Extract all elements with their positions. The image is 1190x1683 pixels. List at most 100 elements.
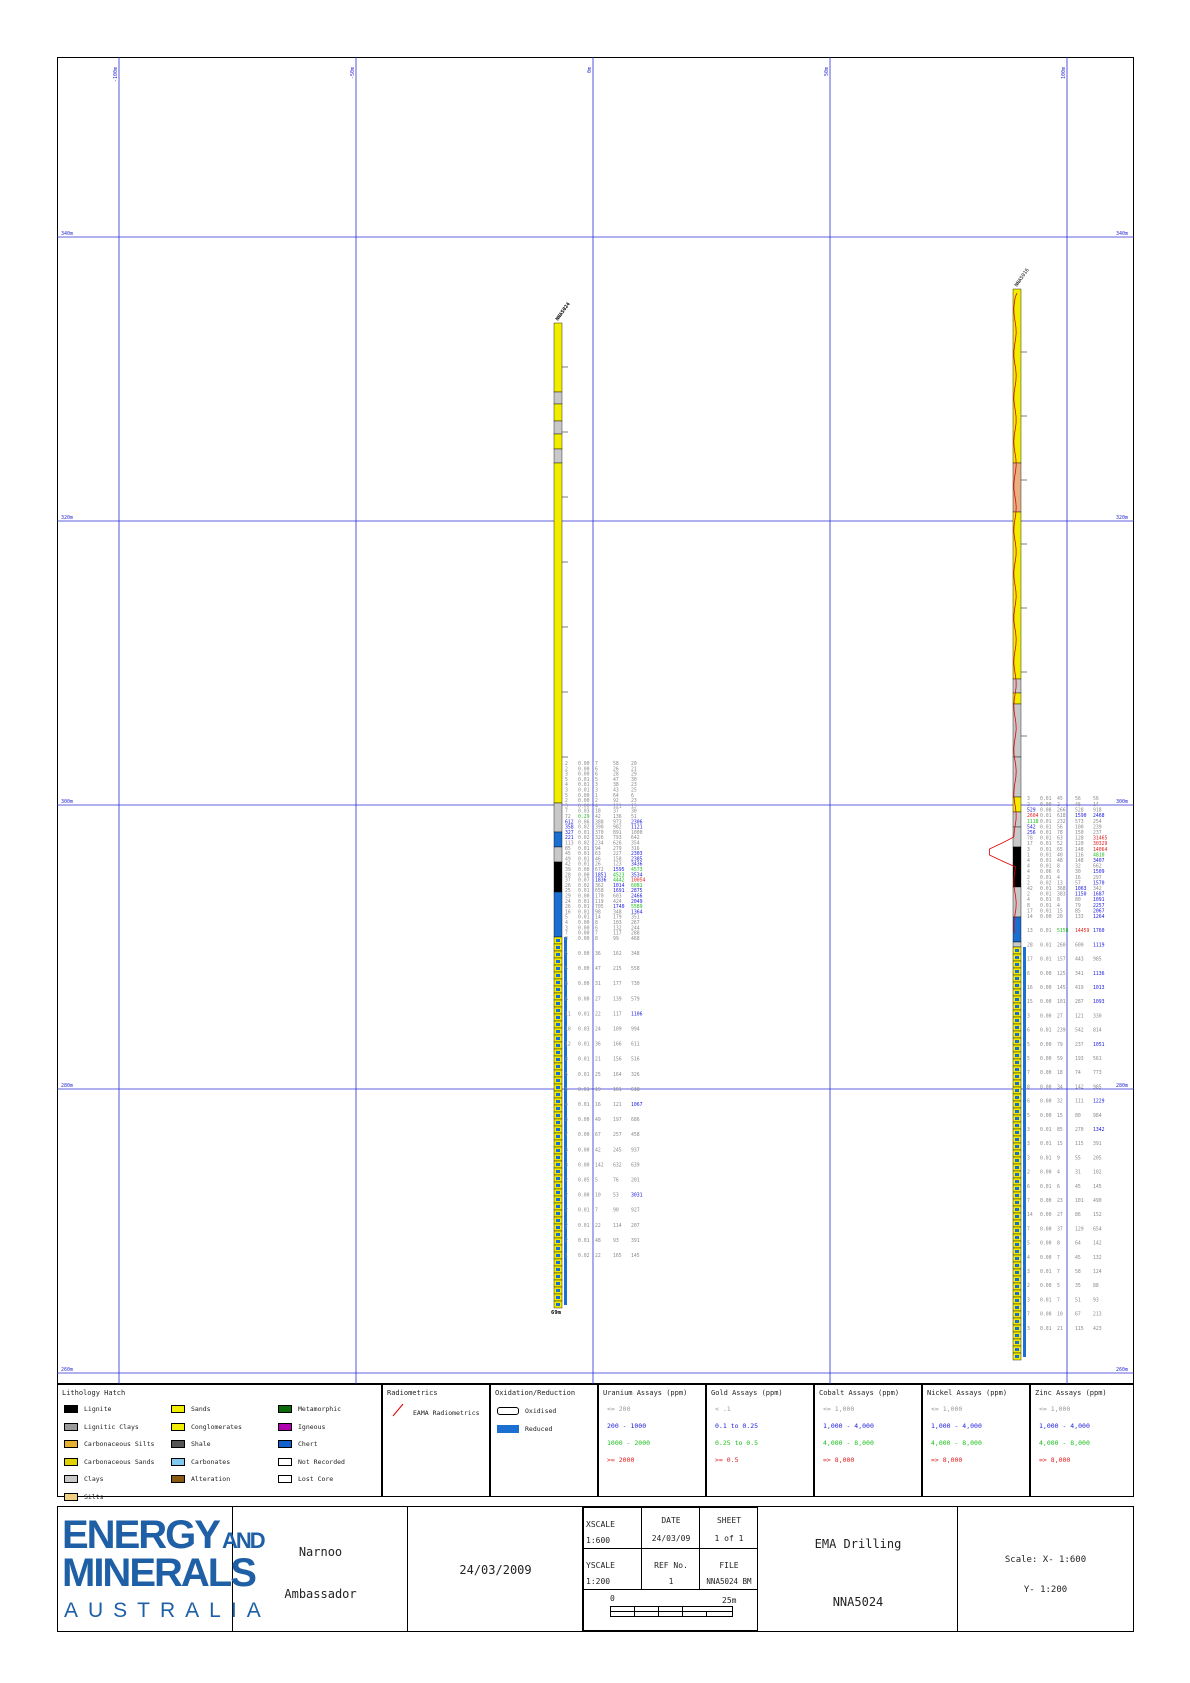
lithology-swatch — [64, 1492, 78, 1501]
hole-b-assay-value: 21 — [1057, 1326, 1063, 1332]
hole-a-hatch-mark — [556, 1296, 560, 1299]
hole-b-assay-value: 5 — [1057, 1283, 1060, 1289]
hole-b-assay-value: 14064 — [1093, 847, 1108, 853]
hole-a-assay-value: 0.01 — [578, 1087, 590, 1093]
nickel-legend: Nickel Assays (ppm) <= 1,000 1,000 - 4,00… — [922, 1384, 1030, 1497]
hole-a-assay-value: 16 — [565, 909, 571, 915]
y-tick-label: 260m — [1116, 1367, 1128, 1373]
hole-a-assay-value: 8 — [595, 920, 598, 926]
hole-a-hatch-mark — [556, 1261, 560, 1264]
hole-b-assay-value: 7 — [1057, 1297, 1060, 1303]
hole-a-assay-value: 207 — [631, 1223, 640, 1229]
hole-b-hatch-mark — [1015, 1131, 1019, 1134]
hole-b-assay-value: 0.01 — [1040, 875, 1052, 881]
hole-a-assay-value: 0.01 — [578, 1057, 590, 1063]
hole-b-assay-value: 8 — [1027, 903, 1030, 909]
hole-a-assay-value: 42 — [565, 862, 571, 868]
hole-b-assay-value: 0.01 — [1040, 942, 1052, 948]
hole-a-assay-value: 215 — [613, 966, 622, 972]
hole-b-assay-value: 5 — [1027, 1113, 1030, 1119]
radiometrics-trace — [989, 292, 1018, 934]
hole-a-assay-value: 327 — [565, 830, 574, 836]
hole-b-assay-value: 52 — [1057, 841, 1063, 847]
hole-a-assay-value: 3 — [565, 1147, 568, 1153]
hole-b-hatch-mark — [1015, 977, 1019, 980]
hole-a-assay-value: 3 — [565, 772, 568, 778]
hole-b-assay-value: 28 — [1027, 942, 1033, 948]
hole-b-hatch-mark — [1015, 1110, 1019, 1113]
hole-b-assay-value: 773 — [1093, 1070, 1102, 1076]
hole-a-assay-value: 730 — [631, 981, 640, 987]
lithology-label: Shale — [191, 1440, 211, 1448]
hole-a-assay-value: 3436 — [631, 862, 643, 868]
hole-b-hatch-mark — [1015, 1285, 1019, 1288]
hole-b-assay-value: 32 — [1057, 1099, 1063, 1105]
hole-a-reduced-bar — [564, 937, 567, 1305]
hole-a-assay-value: 793 — [613, 835, 622, 841]
hole-a-assay-value: 0.01 — [578, 1072, 590, 1078]
hole-b-assay-value: 0.01 — [1040, 892, 1052, 898]
oxidised-item: Oxidised — [497, 1407, 556, 1415]
hole-a-assay-value: 31 — [595, 981, 601, 987]
oxidised-label: Oxidised — [525, 1407, 557, 1415]
hole-a-assay-value: 25 — [595, 1072, 601, 1078]
uranium-legend: Uranium Assays (ppm) <= 200 200 - 1000 100… — [598, 1384, 706, 1497]
hole-b-assay-value: 34 — [1057, 1084, 1063, 1090]
hole-a-hatch-mark — [556, 1184, 560, 1187]
hole-b-assay-value: 15 — [1027, 999, 1033, 1005]
hole-a-assay-value: 0.00 — [578, 936, 590, 942]
hole-a-hatch-mark — [556, 1149, 560, 1152]
hole-a-assay-value: 92 — [613, 798, 619, 804]
hole-b-assay-value: 14 — [1093, 802, 1099, 808]
hole-a-assay-value: 358 — [565, 825, 574, 831]
hole-b-assay-value: 0.01 — [1040, 897, 1052, 903]
hole-b-assay-value: 55 — [1075, 1155, 1081, 1161]
hole-b-assay-value: 4 — [1057, 903, 1060, 909]
hole-b-assay-value: 423 — [1093, 1326, 1102, 1332]
hole-a-assay-value: 0.01 — [578, 830, 590, 836]
hole-a-assay-value: 166 — [613, 1042, 622, 1048]
hole-a-assay-value: 348 — [613, 909, 622, 915]
hole-b-hatch-mark — [1015, 1159, 1019, 1162]
hole-a-assay-value: 0.01 — [578, 888, 590, 894]
gold-legend-item: 0.1 to 0.25 — [715, 1422, 759, 1430]
hole-a-hatch-mark — [556, 1030, 560, 1033]
hole-a-hatch-mark — [556, 1219, 560, 1222]
hole-b-assay-value: 4 — [1027, 897, 1030, 903]
hole-b-assay-value: 0.01 — [1040, 1297, 1052, 1303]
lithology-swatch — [64, 1422, 78, 1431]
lithology-item: Not Recorded — [278, 1457, 345, 1466]
hole-a-assay-value: 686 — [631, 1117, 640, 1123]
hole-a-assay-value: 4 — [595, 803, 598, 809]
hole-b-assay-value: 102 — [1093, 1170, 1102, 1176]
gold-legend: Gold Assays (ppm) < .1 0.1 to 0.25 0.25 to… — [706, 1384, 814, 1497]
hole-b-assay-value: 35 — [1075, 1283, 1081, 1289]
hole-a-assay-value: 38 — [613, 782, 619, 788]
hole-a-assay-value: 39 — [565, 867, 571, 873]
hole-b-assay-value: 0.01 — [1040, 928, 1052, 934]
y-tick-label: 280m — [61, 1083, 73, 1089]
hole-b-assay-value: 0.01 — [1040, 819, 1052, 825]
hole-a-assay-value: 165 — [613, 1253, 622, 1259]
lithology-swatch — [171, 1422, 185, 1431]
y-tick-label: 320m — [61, 515, 73, 521]
hole-a-assay-value: 6 — [595, 766, 598, 772]
hole-a-assay-value: 164 — [613, 1072, 622, 1078]
logo-energy: ENERGY — [62, 1513, 221, 1557]
scale-bar — [610, 1606, 733, 1617]
hole-a-assay-value: 36 — [595, 951, 601, 957]
hole-a-assay-value: 3 — [565, 788, 568, 794]
hole-b-hatch-mark — [1015, 1005, 1019, 1008]
hole-a-assay-value: 177 — [613, 981, 622, 987]
hole-a-reduced-interval — [553, 831, 563, 848]
logo-and: AND — [221, 1528, 266, 1553]
hole-b-hatch-mark — [1015, 1264, 1019, 1267]
file-value: NNA5024 BM — [706, 1577, 752, 1586]
hole-a-assay-value: 21 — [595, 1057, 601, 1063]
hole-a-assay-value: 0.01 — [578, 851, 590, 857]
hole-a-hatch-mark — [556, 974, 560, 977]
hole-a-hatch-mark — [556, 1177, 560, 1180]
hole-b-assay-value: 0.08 — [1040, 808, 1052, 814]
hole-b-assay-value: 65 — [1057, 847, 1063, 853]
